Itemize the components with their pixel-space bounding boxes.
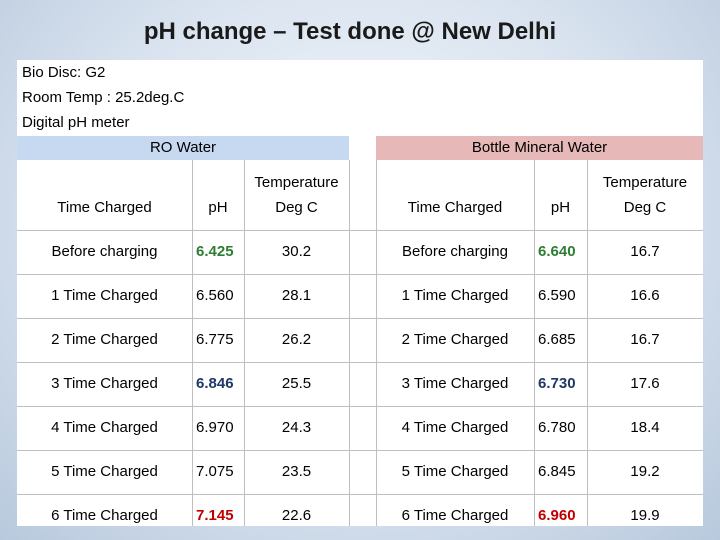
row-divider	[17, 362, 703, 363]
bm-ph-cell: 6.590	[538, 287, 576, 304]
ro-ph-cell: 6.846	[196, 375, 234, 392]
bm-time-cell: 6 Time Charged	[401, 507, 509, 524]
ro-temp-cell: 25.5	[281, 375, 312, 392]
ro-time-header: Time Charged	[57, 199, 152, 216]
grid-line	[376, 160, 377, 526]
bm-temp-cell: 16.6	[630, 287, 660, 304]
ro-temp-cell: 23.5	[281, 463, 312, 480]
bm-ph-cell: 6.960	[538, 507, 576, 524]
ro-ph-header: pH	[208, 199, 228, 216]
bm-time-cell: 3 Time Charged	[401, 375, 509, 392]
ro-temp-cell: 28.1	[281, 287, 312, 304]
bm-temp-header-line1: Temperature	[602, 174, 688, 191]
bm-temp-header-line2: Deg C	[623, 199, 667, 216]
row-divider	[17, 494, 703, 495]
bm-temp-cell: 19.2	[630, 463, 660, 480]
bm-time-cell: 4 Time Charged	[401, 419, 509, 436]
grid-line	[349, 160, 350, 526]
row-divider	[17, 274, 703, 275]
grid-line	[192, 160, 193, 526]
bm-time-cell: 5 Time Charged	[401, 463, 509, 480]
data-panel: Bio Disc: G2 Room Temp : 25.2deg.C Digit…	[17, 60, 703, 526]
ro-temp-cell: 24.3	[281, 419, 312, 436]
row-divider	[17, 450, 703, 451]
bm-temp-cell: 19.9	[630, 507, 660, 524]
room-temp-label: Room Temp : 25.2deg.C	[22, 89, 185, 106]
row-divider	[17, 318, 703, 319]
ro-ph-cell: 7.075	[196, 463, 234, 480]
bm-ph-cell: 6.640	[538, 243, 576, 260]
ro-ph-cell: 7.145	[196, 507, 234, 524]
ro-time-cell: 1 Time Charged	[51, 287, 158, 304]
grid-line	[244, 160, 245, 526]
bm-ph-cell: 6.845	[538, 463, 576, 480]
ro-ph-cell: 6.775	[196, 331, 234, 348]
meter-label: Digital pH meter	[22, 114, 130, 131]
bm-temp-cell: 18.4	[630, 419, 660, 436]
bm-ph-header: pH	[550, 199, 571, 216]
bio-disc-label: Bio Disc: G2	[22, 64, 106, 81]
ro-time-cell: Before charging	[51, 243, 158, 260]
bm-time-cell: 1 Time Charged	[401, 287, 509, 304]
slide-title: pH change – Test done @ New Delhi	[143, 18, 557, 45]
bottle-mineral-water-header: Bottle Mineral Water	[376, 136, 703, 160]
ro-ph-cell: 6.425	[196, 243, 234, 260]
bm-ph-cell: 6.780	[538, 419, 576, 436]
ro-temp-cell: 26.2	[281, 331, 312, 348]
row-divider	[17, 406, 703, 407]
bm-temp-cell: 16.7	[630, 331, 660, 348]
bm-temp-cell: 17.6	[630, 375, 660, 392]
ro-time-cell: 3 Time Charged	[51, 375, 158, 392]
ro-time-cell: 6 Time Charged	[51, 507, 158, 524]
ro-temp-cell: 30.2	[281, 243, 312, 260]
ro-ph-cell: 6.560	[196, 287, 234, 304]
ro-ph-cell: 6.970	[196, 419, 234, 436]
ro-time-cell: 5 Time Charged	[51, 463, 158, 480]
ro-temp-header-line1: Temperature	[254, 174, 339, 191]
bm-ph-cell: 6.730	[538, 375, 576, 392]
grid-line	[587, 160, 588, 526]
bm-time-header: Time Charged	[407, 199, 503, 216]
ro-temp-header-line2: Deg C	[275, 199, 318, 216]
ro-time-cell: 2 Time Charged	[51, 331, 158, 348]
bm-time-cell: 2 Time Charged	[401, 331, 509, 348]
grid-line	[534, 160, 535, 526]
bm-temp-cell: 16.7	[630, 243, 660, 260]
bm-time-cell: Before charging	[402, 243, 508, 260]
bm-ph-cell: 6.685	[538, 331, 576, 348]
row-divider	[17, 230, 703, 231]
ro-time-cell: 4 Time Charged	[51, 419, 158, 436]
ro-temp-cell: 22.6	[281, 507, 312, 524]
ro-water-header: RO Water	[17, 136, 349, 160]
